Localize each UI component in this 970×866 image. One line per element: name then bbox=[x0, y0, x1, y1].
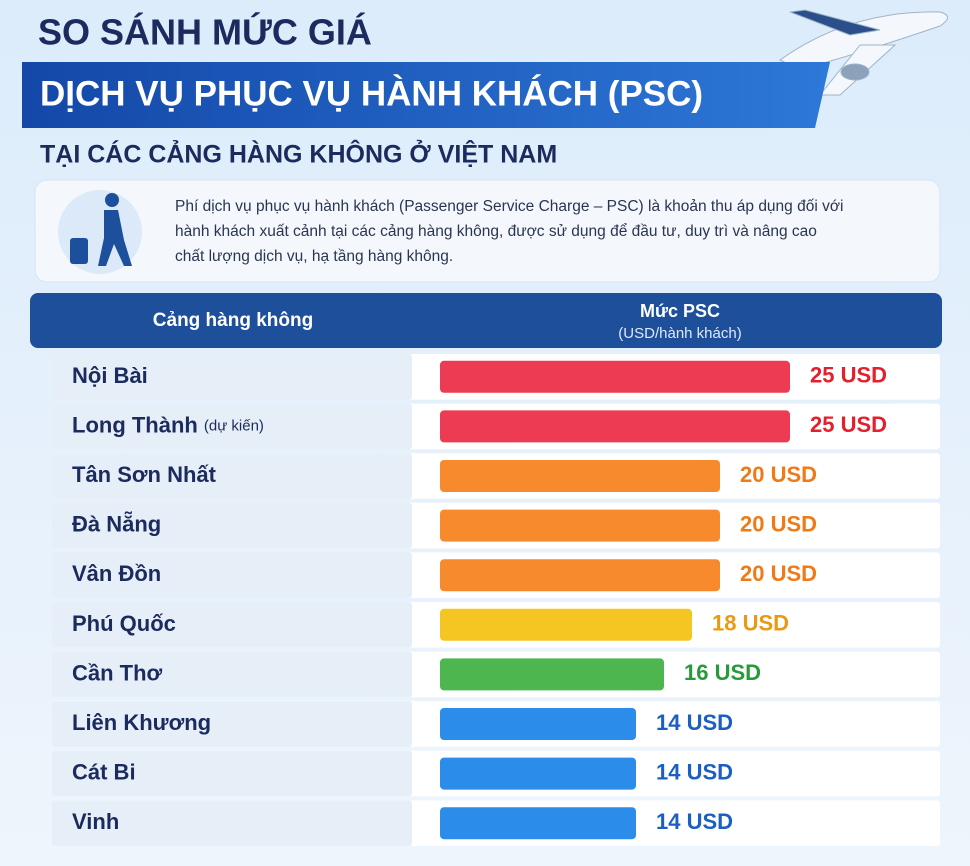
category-label: Cần Thơ bbox=[72, 660, 163, 685]
category-name: Cát Bi bbox=[72, 759, 136, 784]
bar bbox=[440, 360, 790, 393]
bar bbox=[440, 608, 692, 641]
description-box bbox=[34, 179, 941, 283]
description: Phí dịch vụ phục vụ hành khách (Passenge… bbox=[175, 198, 844, 265]
category-name: Cần Thơ bbox=[72, 660, 163, 685]
value-label: 20 USD bbox=[740, 462, 817, 487]
category-label: Vinh bbox=[72, 809, 119, 834]
traveler-icon bbox=[58, 190, 142, 274]
category-label: Nội Bài bbox=[72, 363, 148, 388]
bar bbox=[440, 658, 664, 691]
row-label-cell bbox=[52, 552, 412, 598]
airplane bbox=[779, 9, 948, 96]
category-name: Vinh bbox=[72, 809, 119, 834]
title-banner bbox=[22, 62, 830, 128]
row-label-cell bbox=[52, 403, 412, 450]
value-label: 14 USD bbox=[656, 809, 733, 834]
category-name: Long Thành bbox=[72, 412, 198, 437]
value-label: 16 USD bbox=[684, 660, 761, 685]
category-label: Long Thành (dự kiến) bbox=[72, 412, 264, 437]
bar bbox=[440, 509, 720, 542]
value-label: 25 USD bbox=[810, 412, 887, 437]
bar bbox=[440, 559, 720, 592]
rows: Nội Bài 25 USD Long Thành (dự kiến) 25 USD Tâ… bbox=[52, 354, 940, 846]
category-name: Đà Nẵng bbox=[72, 511, 161, 536]
row-label-cell bbox=[52, 651, 412, 698]
row-label-cell bbox=[52, 502, 412, 549]
row-label-cell bbox=[52, 602, 412, 648]
category-label: Cát Bi bbox=[72, 759, 136, 784]
row-label-cell bbox=[52, 354, 412, 400]
column-header: Cảng hàng không bbox=[153, 310, 313, 331]
category-name: Liên Khương bbox=[72, 710, 211, 735]
row-label-cell bbox=[52, 701, 412, 747]
title-line2: DỊCH VỤ PHỤC VỤ HÀNH KHÁCH (PSC) bbox=[40, 73, 703, 113]
row-label-cell bbox=[52, 750, 412, 797]
category-name: Vân Đồn bbox=[72, 561, 161, 586]
bar bbox=[440, 807, 636, 840]
value-label: 14 USD bbox=[656, 710, 733, 735]
column-unit: (USD/hành khách) bbox=[618, 325, 741, 342]
row-label-cell bbox=[52, 800, 412, 846]
category-note: (dự kiến) bbox=[204, 417, 264, 434]
bar bbox=[440, 708, 636, 740]
column-header: Mức PSC bbox=[640, 301, 720, 321]
category-name: Nội Bài bbox=[72, 363, 148, 388]
bar bbox=[440, 410, 790, 443]
bar bbox=[440, 757, 636, 790]
category-label: Phú Quốc bbox=[72, 611, 176, 636]
title-line1: SO SÁNH MỨC GIÁ bbox=[38, 11, 372, 53]
category-label: Tân Sơn Nhất bbox=[72, 462, 217, 487]
category-label: Liên Khương bbox=[72, 710, 211, 735]
bar bbox=[440, 460, 720, 492]
value-label: 14 USD bbox=[656, 759, 733, 784]
category-name: Tân Sơn Nhất bbox=[72, 462, 217, 487]
table-header bbox=[30, 293, 942, 348]
category-label: Đà Nẵng bbox=[72, 511, 161, 536]
category-name: Phú Quốc bbox=[72, 611, 176, 636]
title-line3: TẠI CÁC CẢNG HÀNG KHÔNG Ở VIỆT NAM bbox=[40, 139, 557, 169]
value-label: 18 USD bbox=[712, 611, 789, 636]
value-label: 20 USD bbox=[740, 561, 817, 586]
value-label: 25 USD bbox=[810, 363, 887, 388]
row-label-cell bbox=[52, 453, 412, 499]
value-label: 20 USD bbox=[740, 511, 817, 536]
category-label: Vân Đồn bbox=[72, 561, 161, 586]
